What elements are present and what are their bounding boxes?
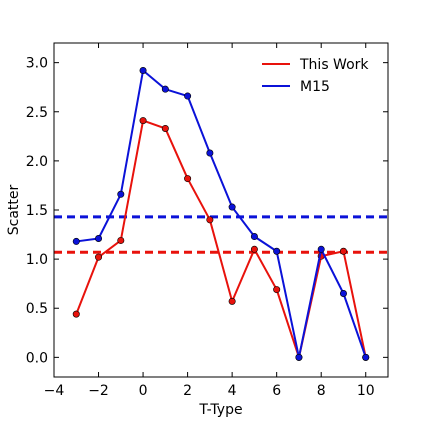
y-tick-label: 2.0 <box>26 154 48 170</box>
axis-ticks: −4 −2 0 2 4 6 8 10 0.0 0.5 1.0 1.5 2.0 2.5 3.0 <box>26 43 388 399</box>
data-point-m15 <box>139 67 147 75</box>
data-point-m15 <box>317 245 325 253</box>
data-point-m15 <box>295 353 303 361</box>
data-point-this-work <box>339 247 347 255</box>
data-point-this-work <box>206 216 214 224</box>
x-tick-label: −2 <box>88 383 109 399</box>
y-tick-label: 1.0 <box>26 252 48 268</box>
data-point-m15 <box>250 233 258 241</box>
data-point-this-work <box>72 310 80 318</box>
data-point-this-work <box>95 253 103 261</box>
series-line-this-work <box>75 119 367 359</box>
data-point-m15 <box>117 190 125 198</box>
data-point-this-work <box>273 286 281 294</box>
series-line-m15 <box>76 69 367 359</box>
data-point-this-work <box>139 117 147 125</box>
data-point-this-work <box>250 245 258 253</box>
data-point-m15 <box>228 203 236 211</box>
data-point-m15 <box>184 92 192 100</box>
legend-label-m15: M15 <box>300 79 330 95</box>
data-point-this-work <box>184 175 192 183</box>
legend: This Work M15 <box>262 57 369 95</box>
plot-area <box>54 67 388 361</box>
x-tick-label: 4 <box>228 383 237 399</box>
x-tick-label: 0 <box>139 383 148 399</box>
data-point-m15 <box>206 149 214 157</box>
data-point-this-work <box>228 297 236 305</box>
data-point-this-work <box>117 236 125 244</box>
data-point-m15 <box>72 237 80 245</box>
data-point-m15 <box>95 234 103 242</box>
data-point-m15 <box>161 85 169 93</box>
x-tick-label: 8 <box>317 383 326 399</box>
y-axis-label: Scatter <box>6 185 22 236</box>
data-point-m15 <box>339 289 347 297</box>
x-tick-label: 10 <box>357 383 375 399</box>
data-point-m15 <box>273 247 281 255</box>
x-tick-label: 6 <box>272 383 281 399</box>
x-tick-label: −4 <box>44 383 65 399</box>
data-point-this-work <box>161 124 169 132</box>
y-tick-label: 1.5 <box>26 203 48 219</box>
y-tick-label: 3.0 <box>26 56 48 72</box>
y-tick-label: 0.0 <box>26 350 48 366</box>
legend-label-this-work: This Work <box>299 57 369 73</box>
y-tick-label: 2.5 <box>26 105 48 121</box>
y-tick-label: 0.5 <box>26 301 48 317</box>
x-axis-label: T-Type <box>198 402 242 418</box>
data-point-m15 <box>362 353 370 361</box>
x-tick-label: 2 <box>183 383 192 399</box>
